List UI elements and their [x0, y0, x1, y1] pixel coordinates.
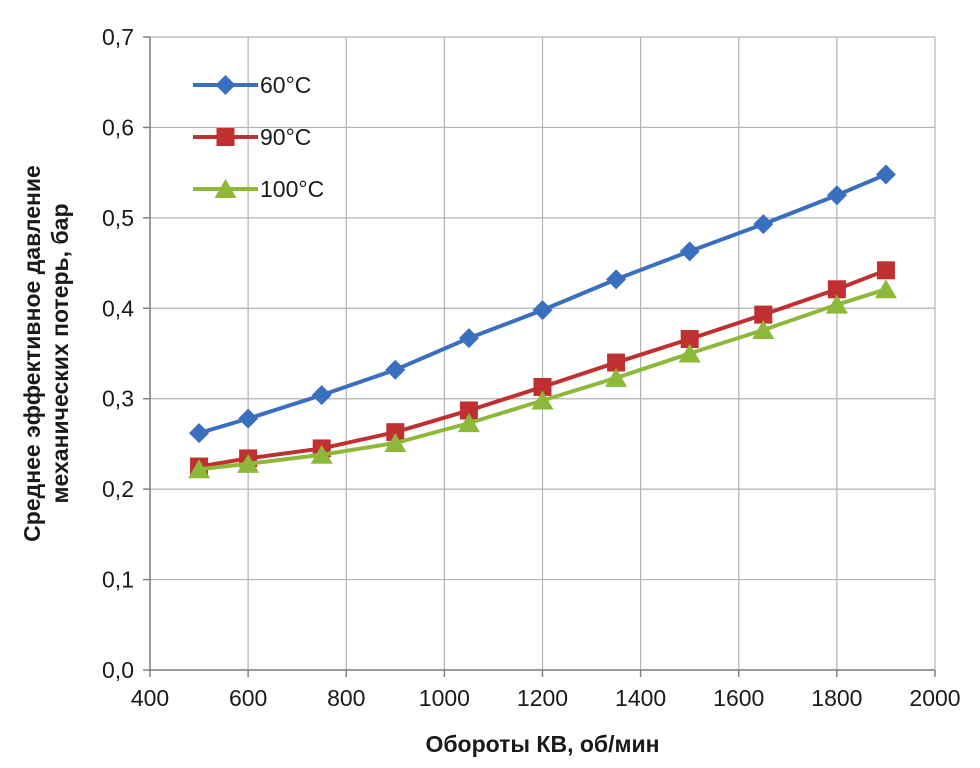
data-point — [385, 359, 406, 380]
data-point — [753, 214, 774, 235]
data-point — [310, 444, 333, 464]
data-point — [458, 328, 479, 349]
y-axis-ticks: 0,0 0,1 0,2 0,3 0,4 0,5 0,6 0,7 — [102, 24, 134, 683]
data-point — [532, 300, 553, 321]
x-tick-label: 2000 — [909, 685, 960, 711]
data-point — [237, 453, 260, 473]
data-point — [189, 423, 210, 444]
data-point — [826, 185, 847, 206]
legend-swatch-marker — [214, 179, 237, 198]
data-point — [607, 353, 626, 372]
legend-label: 90°C — [260, 124, 311, 150]
x-tick-label: 1800 — [811, 685, 862, 711]
y-tick-label: 0,2 — [102, 476, 134, 502]
data-point — [606, 269, 627, 290]
x-tick-label: 1000 — [419, 685, 470, 711]
data-point — [875, 164, 896, 185]
x-tick-label: 600 — [229, 685, 267, 711]
data-point — [825, 294, 848, 314]
data-point — [311, 385, 332, 406]
data-point — [827, 280, 846, 299]
y-axis-title-line-2: механических потерь, бар — [47, 203, 73, 503]
data-point — [679, 241, 700, 262]
data-point — [188, 459, 211, 479]
data-point — [533, 377, 552, 396]
y-tick-label: 0,4 — [102, 295, 134, 321]
data-point — [457, 413, 480, 433]
legend-item-1: 90°C — [193, 124, 311, 150]
y-tick-label: 0,7 — [102, 24, 134, 50]
data-point — [531, 390, 554, 410]
data-point — [678, 343, 701, 363]
y-axis-title-line-1: Среднее эффективное давление — [19, 165, 45, 542]
data-point — [386, 423, 405, 442]
legend: 60°C 90°C 100°C — [193, 72, 324, 202]
x-tick-label: 1400 — [615, 685, 666, 711]
x-axis-ticks: 400 600 800 1000 1200 1400 1600 1800 2000 — [131, 685, 961, 711]
y-tick-label: 0,5 — [102, 205, 134, 231]
legend-swatch-marker — [216, 128, 235, 146]
data-point — [680, 330, 699, 349]
data-point — [754, 305, 773, 324]
legend-swatch-marker — [215, 75, 236, 95]
data-point — [874, 279, 897, 299]
y-tick-label: 0,1 — [102, 567, 134, 593]
legend-label: 60°C — [260, 72, 311, 98]
x-tick-label: 1600 — [713, 685, 764, 711]
data-point — [876, 261, 895, 280]
series-layer — [188, 164, 897, 479]
series-0 — [189, 164, 896, 444]
data-point — [459, 401, 478, 420]
legend-item-0: 60°C — [193, 72, 311, 98]
y-tick-label: 0,0 — [102, 657, 134, 683]
series-2 — [188, 279, 897, 479]
x-axis-title: Обороты КВ, об/мин — [425, 731, 659, 757]
data-point — [752, 319, 775, 339]
legend-item-2: 100°C — [193, 176, 324, 202]
data-point — [238, 408, 259, 429]
legend-label: 100°C — [260, 176, 324, 202]
data-point — [384, 433, 407, 453]
x-tick-label: 400 — [131, 685, 169, 711]
x-tick-label: 1200 — [517, 685, 568, 711]
y-tick-label: 0,6 — [102, 114, 134, 140]
data-point — [605, 367, 628, 387]
y-tick-label: 0,3 — [102, 386, 134, 412]
x-tick-label: 800 — [327, 685, 365, 711]
